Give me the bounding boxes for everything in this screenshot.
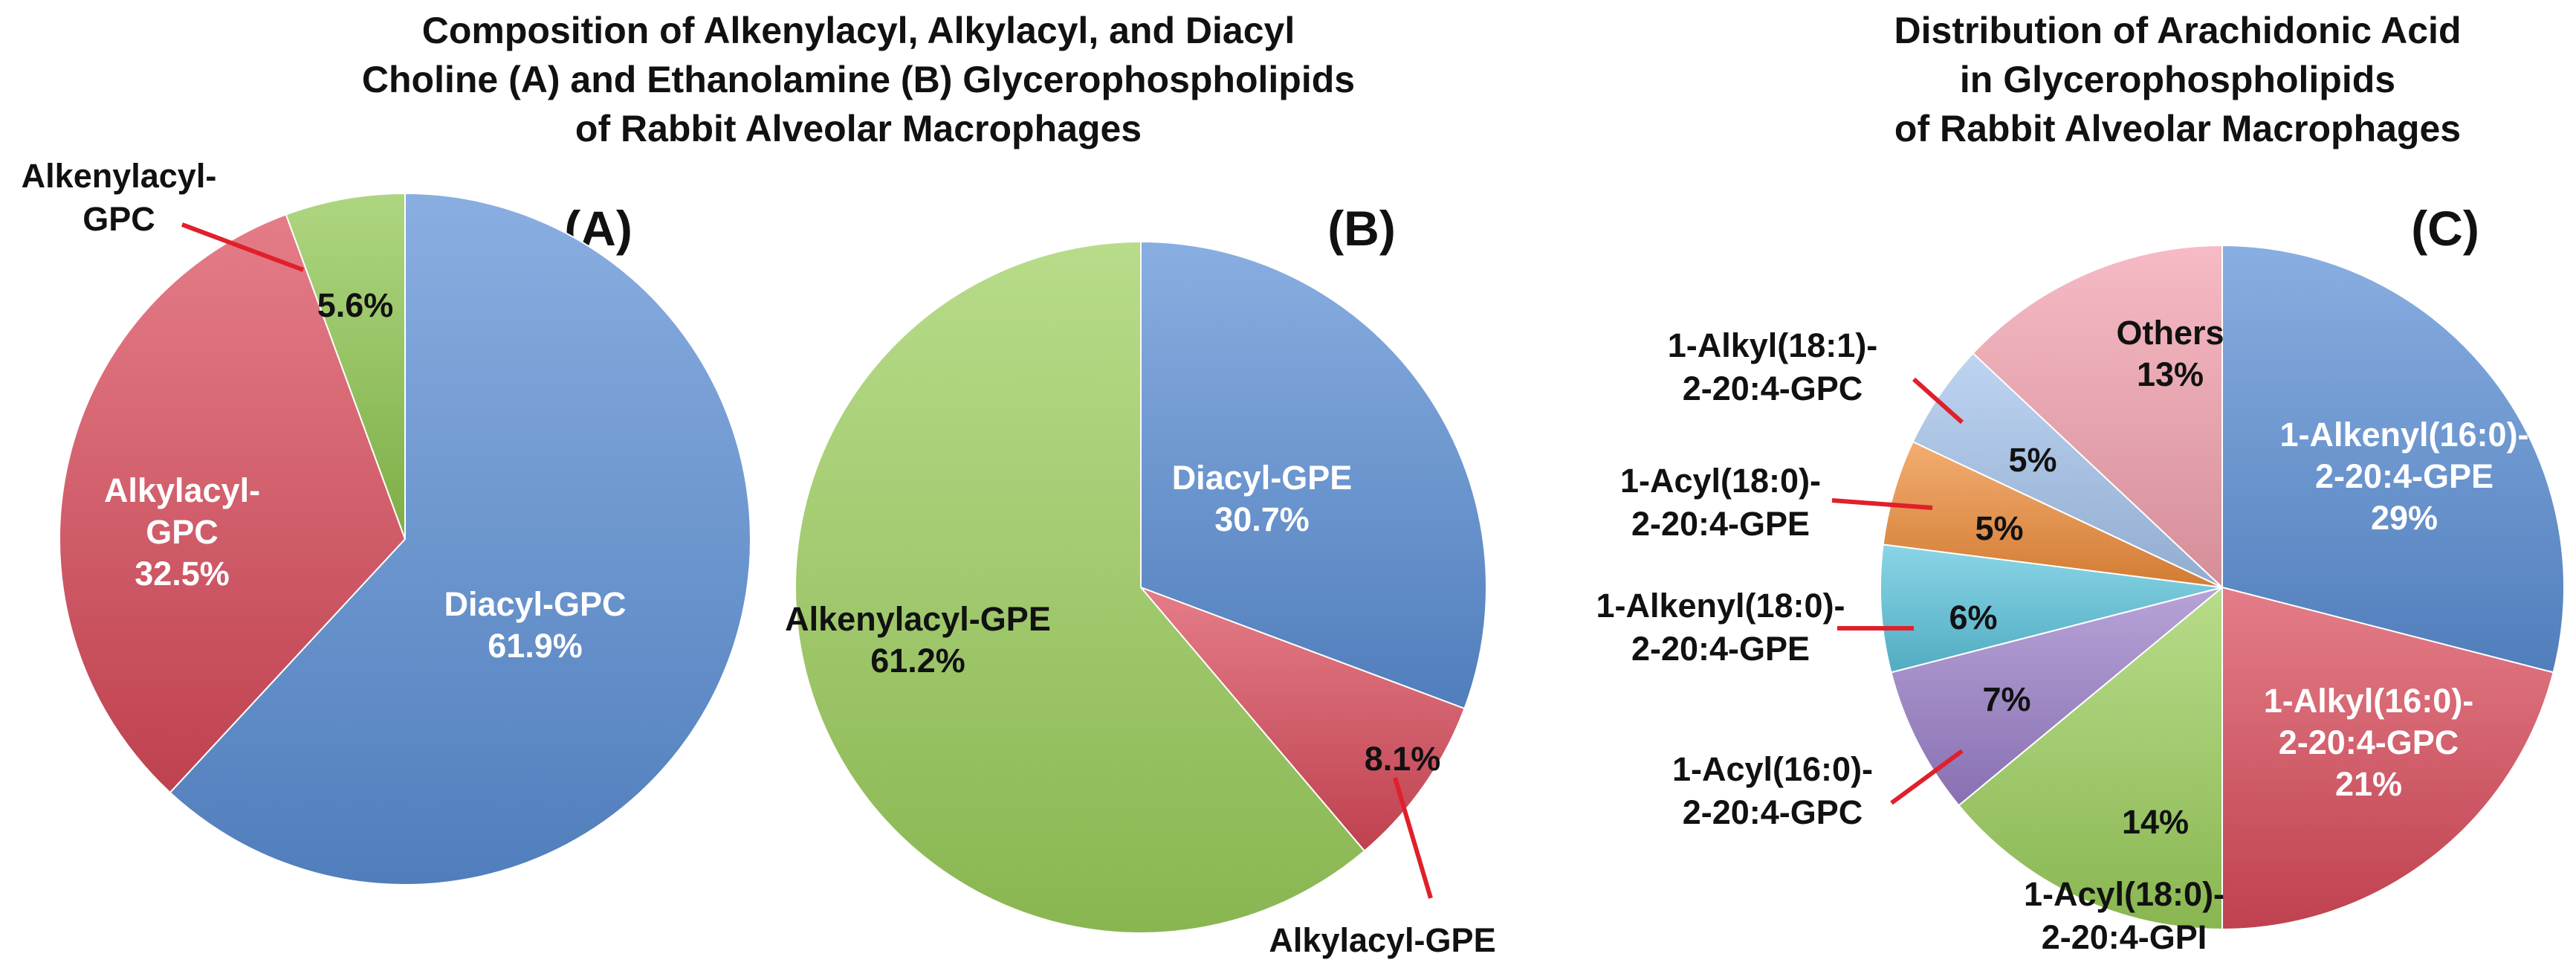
left-title-line-2: Choline (A) and Ethanolamine (B) Glycero… xyxy=(362,59,1355,100)
pie-slice-alkenylacyl-gpc xyxy=(285,192,406,540)
slice-label-diacyl-gpe: 30.7% xyxy=(1214,500,1310,538)
panel-label-c: (C) xyxy=(2411,201,2479,256)
outside-label-1-acyl-18-0-2-20-4-gpe: 1-Acyl(18:0)- xyxy=(1620,462,1821,500)
outside-label-1-acyl-18-0-2-20-4-gpe: 2-20:4-GPE xyxy=(1631,505,1810,543)
slice-label-1-alkyl-16-0-2-20-4-gpc: 2-20:4-GPC xyxy=(2279,723,2459,761)
slice-label-diacyl-gpc: 61.9% xyxy=(488,627,583,665)
slice-label-others: 13% xyxy=(2137,355,2204,393)
pie-slice-1-acyl-18-0-2-20-4-gpe xyxy=(1882,440,2223,588)
slice-label-1-acyl-16-0-2-20-4-gpc: 7% xyxy=(1982,680,2030,718)
slice-label-1-alkyl-18-1-2-20-4-gpc: 5% xyxy=(2008,441,2056,479)
leader-line-1-alkyl-18-1-2-20-4-gpc xyxy=(1912,377,1964,425)
slice-label-1-alkenyl-16-0-2-20-4-gpe: 1-Alkenyl(16:0)- xyxy=(2279,416,2528,454)
slice-label-diacyl-gpe: Diacyl-GPE xyxy=(1172,459,1353,497)
pie-slice-1-alkyl-18-1-2-20-4-gpc xyxy=(1912,352,2223,588)
slice-label-1-acyl-18-0-2-20-4-gpi: 14% xyxy=(2122,803,2189,841)
panel-label-b: (B) xyxy=(1327,201,1396,256)
left-title-line-3: of Rabbit Alveolar Macrophages xyxy=(575,108,1142,149)
slice-label-alkylacyl-gpc: 32.5% xyxy=(135,555,230,593)
outside-label-alkylacyl-gpe: Alkylacyl-GPE xyxy=(1269,921,1495,959)
pie-slice-diacyl-gpe xyxy=(1140,240,1487,710)
slice-label-alkylacyl-gpc: GPC xyxy=(146,513,219,551)
outside-label-1-alkyl-18-1-2-20-4-gpc: 1-Alkyl(18:1)- xyxy=(1668,326,1878,364)
pie-slice-1-alkenyl-16-0-2-20-4-gpe xyxy=(2221,244,2565,674)
slice-label-alkenylacyl-gpe: Alkenylacyl-GPE xyxy=(785,600,1051,638)
leader-line-alkenylacyl-gpc xyxy=(181,222,305,272)
right-title-line-2: in Glycerophospholipids xyxy=(1960,59,2395,100)
slice-label-alkenylacyl-gpe: 61.2% xyxy=(870,642,965,680)
outside-label-1-alkenyl-18-0-2-20-4-gpe: 2-20:4-GPE xyxy=(1631,630,1810,668)
left-title-line-1: Composition of Alkenylacyl, Alkylacyl, a… xyxy=(422,10,1295,51)
outside-label-1-alkyl-18-1-2-20-4-gpc: 2-20:4-GPC xyxy=(1683,370,1863,407)
pie-slice-others xyxy=(1972,244,2223,590)
slice-label-1-alkyl-16-0-2-20-4-gpc: 1-Alkyl(16:0)- xyxy=(2264,682,2474,720)
slice-label-1-alkyl-16-0-2-20-4-gpc: 21% xyxy=(2335,765,2402,803)
pie-slice-1-alkyl-16-0-2-20-4-gpc xyxy=(2221,586,2554,931)
pie-slice-alkylacyl-gpc xyxy=(59,213,407,794)
pie-chart-a: Diacyl-GPC 61.9% Alkylacyl- GPC 32.5% 5.6% Alk… xyxy=(22,157,751,886)
slice-label-1-alkenyl-16-0-2-20-4-gpe: 29% xyxy=(2371,499,2438,537)
leader-line-1-acyl-18-0-2-20-4-gpe xyxy=(1831,498,1933,510)
pie-chart-c: 1-Alkenyl(16:0)-2-20:4-GPE29%1-Alkyl(16:… xyxy=(1596,244,2565,956)
outside-label-1-acyl-16-0-2-20-4-gpc: 2-20:4-GPC xyxy=(1683,793,1863,831)
slice-label-1-alkenyl-18-0-2-20-4-gpe: 6% xyxy=(1949,599,1997,636)
pie-slice-1-alkenyl-18-0-2-20-4-gpe xyxy=(1880,544,2223,674)
outside-label-1-acyl-16-0-2-20-4-gpc: 1-Acyl(16:0)- xyxy=(1672,750,1873,788)
pie-slice-diacyl-gpc xyxy=(169,192,751,886)
outside-label-1-acyl-18-0-2-20-4-gpi: 2-20:4-GPI xyxy=(2042,918,2207,956)
outside-label-1-acyl-18-0-2-20-4-gpi: 1-Acyl(18:0)- xyxy=(2024,875,2224,913)
outside-label-1-alkenyl-18-0-2-20-4-gpe: 1-Alkenyl(18:0)- xyxy=(1596,587,1845,625)
slice-label-1-acyl-18-0-2-20-4-gpe: 5% xyxy=(1975,509,2023,547)
right-title-line-3: of Rabbit Alveolar Macrophages xyxy=(1894,108,2461,149)
slice-label-diacyl-gpc: Diacyl-GPC xyxy=(444,585,626,623)
pie-slice-1-acyl-18-0-2-20-4-gpi xyxy=(1958,585,2223,931)
pie-slice-1-acyl-16-0-2-20-4-gpc xyxy=(1890,587,2223,807)
slice-label-alkylacyl-gpe: 8.1% xyxy=(1365,740,1441,778)
pie-slice-alkylacyl-gpe xyxy=(1138,585,1466,852)
slice-label-alkenylacyl-gpc: 5.6% xyxy=(317,286,394,324)
slice-label-others: Others xyxy=(2116,314,2224,352)
pie-slice-alkenylacyl-gpe xyxy=(795,240,1366,934)
outside-label-alkenylacyl-gpc: GPC xyxy=(82,200,155,238)
slice-label-1-alkenyl-16-0-2-20-4-gpe: 2-20:4-GPE xyxy=(2315,457,2494,495)
right-title-line-1: Distribution of Arachidonic Acid xyxy=(1894,10,2462,51)
slice-label-alkylacyl-gpc: Alkylacyl- xyxy=(104,471,260,509)
leader-line-alkylacyl-gpe xyxy=(1393,777,1433,899)
leader-line-1-acyl-16-0-2-20-4-gpc xyxy=(1890,749,1964,805)
outside-label-alkenylacyl-gpc: Alkenylacyl- xyxy=(22,157,217,195)
